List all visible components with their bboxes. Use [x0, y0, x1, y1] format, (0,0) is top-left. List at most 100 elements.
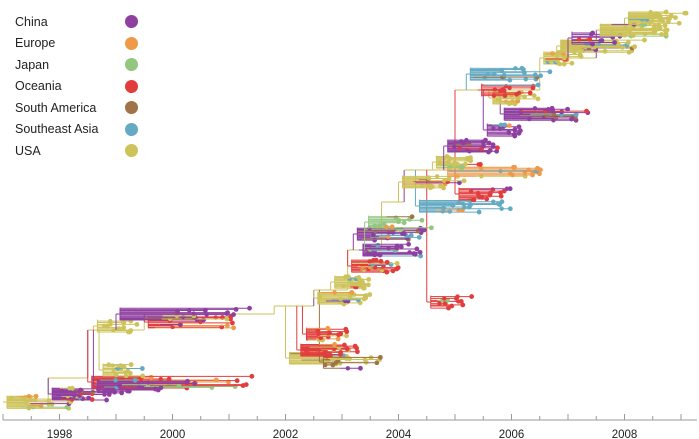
- tip-dot: [132, 377, 138, 383]
- tip-dot: [406, 241, 411, 247]
- tip-dot: [362, 357, 368, 362]
- tip-dot: [225, 310, 230, 316]
- tip-dot: [113, 377, 118, 383]
- tip-dot: [90, 389, 96, 395]
- tip-dot: [476, 162, 481, 167]
- tip-dot: [419, 217, 425, 223]
- legend-label: Southeast Asia: [15, 122, 99, 137]
- tip-dot: [393, 215, 399, 221]
- tip-dot: [503, 99, 509, 104]
- tip-dot: [519, 65, 525, 71]
- tip-dot: [375, 242, 381, 248]
- clade: [92, 330, 198, 395]
- tip-dot: [507, 85, 512, 91]
- tip-dot: [338, 296, 343, 302]
- tip-dot: [462, 204, 467, 210]
- tip-dot: [682, 10, 687, 16]
- legend-label: USA: [15, 143, 41, 158]
- tip-dot: [517, 128, 523, 134]
- tip-dot: [343, 274, 348, 279]
- tip-dot: [421, 227, 427, 233]
- tip-dot: [349, 290, 355, 295]
- tip-dot: [385, 234, 391, 239]
- tip-dot: [459, 165, 464, 170]
- tip-dot: [508, 171, 513, 176]
- tip-dot: [642, 37, 647, 43]
- tip-dot: [673, 15, 678, 21]
- tip-dot: [625, 40, 631, 45]
- tip-dot: [545, 107, 551, 112]
- tip-dot: [247, 305, 252, 311]
- clade: [596, 21, 670, 39]
- legend-dot: [125, 79, 138, 93]
- tip-dot: [213, 377, 219, 383]
- tip-dot: [121, 325, 127, 330]
- tip-dot: [577, 52, 583, 57]
- tip-dot: [668, 13, 674, 18]
- tip-dot: [370, 232, 376, 237]
- tip-dot: [111, 368, 116, 374]
- tip-dot: [140, 385, 145, 390]
- tip-dot: [344, 346, 350, 352]
- tip-dot: [136, 383, 142, 389]
- tip-dot: [665, 16, 670, 21]
- tip-dot: [676, 20, 682, 26]
- clade: [426, 170, 475, 311]
- tip-dot: [501, 72, 507, 78]
- clade: [143, 314, 237, 331]
- tip-dot: [202, 308, 208, 313]
- tip-dot: [487, 148, 493, 153]
- legend-label: China: [15, 14, 48, 29]
- legend-dot: [125, 122, 138, 136]
- tip-dot: [502, 122, 508, 128]
- tip-dot: [510, 99, 515, 105]
- tip-dot: [532, 106, 538, 111]
- tip-dot: [486, 140, 492, 146]
- tip-dot: [224, 323, 230, 328]
- tip-dot: [662, 23, 668, 29]
- x-tick-label: 2008: [612, 429, 638, 439]
- tip-dot: [338, 349, 343, 355]
- tip-dot: [506, 123, 512, 129]
- clade: [624, 9, 689, 27]
- clade: [477, 82, 541, 99]
- tip-dot: [158, 385, 164, 391]
- tip-dot: [139, 366, 145, 371]
- tip-dot: [106, 362, 111, 367]
- tip-dot: [612, 40, 617, 45]
- tip-dot: [547, 69, 553, 75]
- legend-dot: [125, 101, 138, 115]
- tip-dot: [632, 44, 638, 50]
- tip-dot: [108, 318, 113, 324]
- tip-dot: [140, 373, 146, 379]
- tip-dot: [185, 378, 190, 384]
- tip-dot: [118, 363, 124, 369]
- legend-item: Japan: [15, 54, 138, 76]
- legend-item: China: [15, 11, 138, 33]
- tip-dot: [33, 393, 39, 399]
- tip-dot: [549, 105, 555, 111]
- tip-dot: [26, 394, 32, 399]
- tip-dot: [416, 234, 422, 240]
- tip-dot: [64, 404, 70, 410]
- tip-dot: [128, 328, 134, 333]
- tip-dot: [663, 9, 669, 15]
- legend-item: Europe: [15, 33, 138, 55]
- tip-dot: [148, 374, 154, 380]
- tip-dot: [463, 161, 468, 167]
- clade: [301, 306, 350, 343]
- tip-dot: [491, 199, 496, 204]
- tip-dot: [408, 233, 414, 238]
- tip-dot: [516, 124, 522, 130]
- tip-dot: [249, 373, 255, 379]
- tip-dot: [576, 37, 582, 42]
- tip-dot: [648, 9, 653, 15]
- tip-dot: [452, 160, 458, 166]
- tip-dot: [556, 49, 562, 55]
- tip-dot: [573, 112, 579, 117]
- clade: [313, 290, 373, 307]
- tip-dot: [395, 265, 401, 271]
- tip-dot: [372, 265, 378, 270]
- tip-dot: [513, 66, 518, 71]
